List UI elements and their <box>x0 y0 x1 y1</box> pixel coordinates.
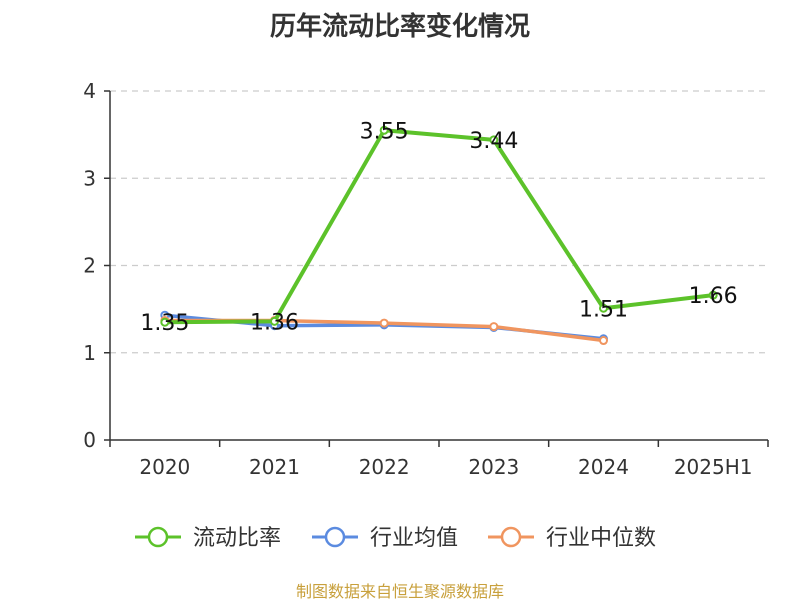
data-label: 1.51 <box>579 297 628 322</box>
series-point <box>708 290 718 300</box>
series-line-0 <box>164 128 714 325</box>
chart-title: 历年流动比率变化情况 <box>269 12 530 42</box>
legend-label: 行业均值 <box>370 526 458 551</box>
data-label: 3.44 <box>469 129 518 154</box>
series-point <box>270 316 279 326</box>
series-point <box>599 303 608 313</box>
y-tick-label: 2 <box>83 254 96 278</box>
data-label: 1.66 <box>689 284 738 309</box>
x-tick-label: 2024 <box>578 455 629 479</box>
y-tick-label: 1 <box>83 341 96 365</box>
series-point <box>379 125 389 135</box>
series-point <box>599 336 608 346</box>
legend-label: 行业中位数 <box>546 526 656 551</box>
x-tick-label: 2025H1 <box>674 455 753 479</box>
legend-marker <box>324 526 346 548</box>
x-tick-label: 2020 <box>139 455 190 479</box>
series-point <box>489 322 499 332</box>
series-point <box>160 317 170 327</box>
y-tick-label: 4 <box>83 79 96 103</box>
legend-label: 流动比率 <box>193 526 281 551</box>
data-label: 1.36 <box>250 310 299 335</box>
data-label: 1.35 <box>140 311 189 336</box>
x-tick-label: 2023 <box>468 455 519 479</box>
data-label: 3.55 <box>360 119 409 144</box>
x-tick-label: 2021 <box>249 455 300 479</box>
series-point <box>379 318 389 328</box>
legend-marker <box>147 526 169 548</box>
y-tick-label: 3 <box>83 166 96 190</box>
legend-marker <box>500 526 522 548</box>
series-point <box>489 135 499 145</box>
data-source-note: 制图数据来自恒生聚源数据库 <box>295 582 504 601</box>
y-tick-label: 0 <box>83 428 96 452</box>
x-tick-label: 2022 <box>359 455 410 479</box>
